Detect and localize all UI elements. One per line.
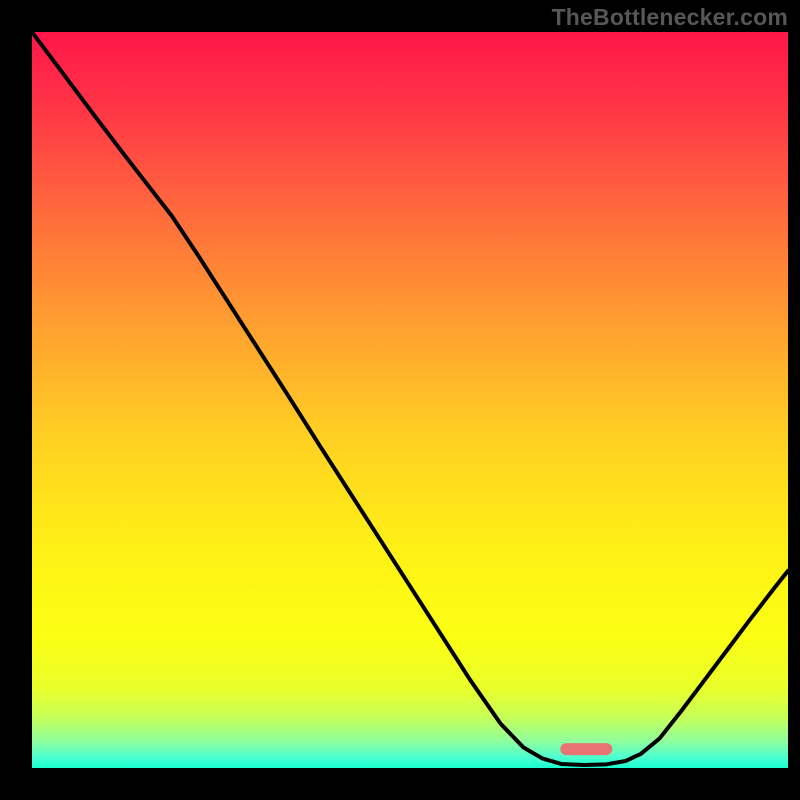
watermark-text: TheBottlenecker.com bbox=[552, 4, 788, 31]
plot-area bbox=[32, 32, 788, 768]
plot-background-gradient bbox=[32, 32, 788, 768]
chart-frame: TheBottlenecker.com bbox=[0, 0, 800, 800]
optimal-marker bbox=[560, 743, 611, 755]
